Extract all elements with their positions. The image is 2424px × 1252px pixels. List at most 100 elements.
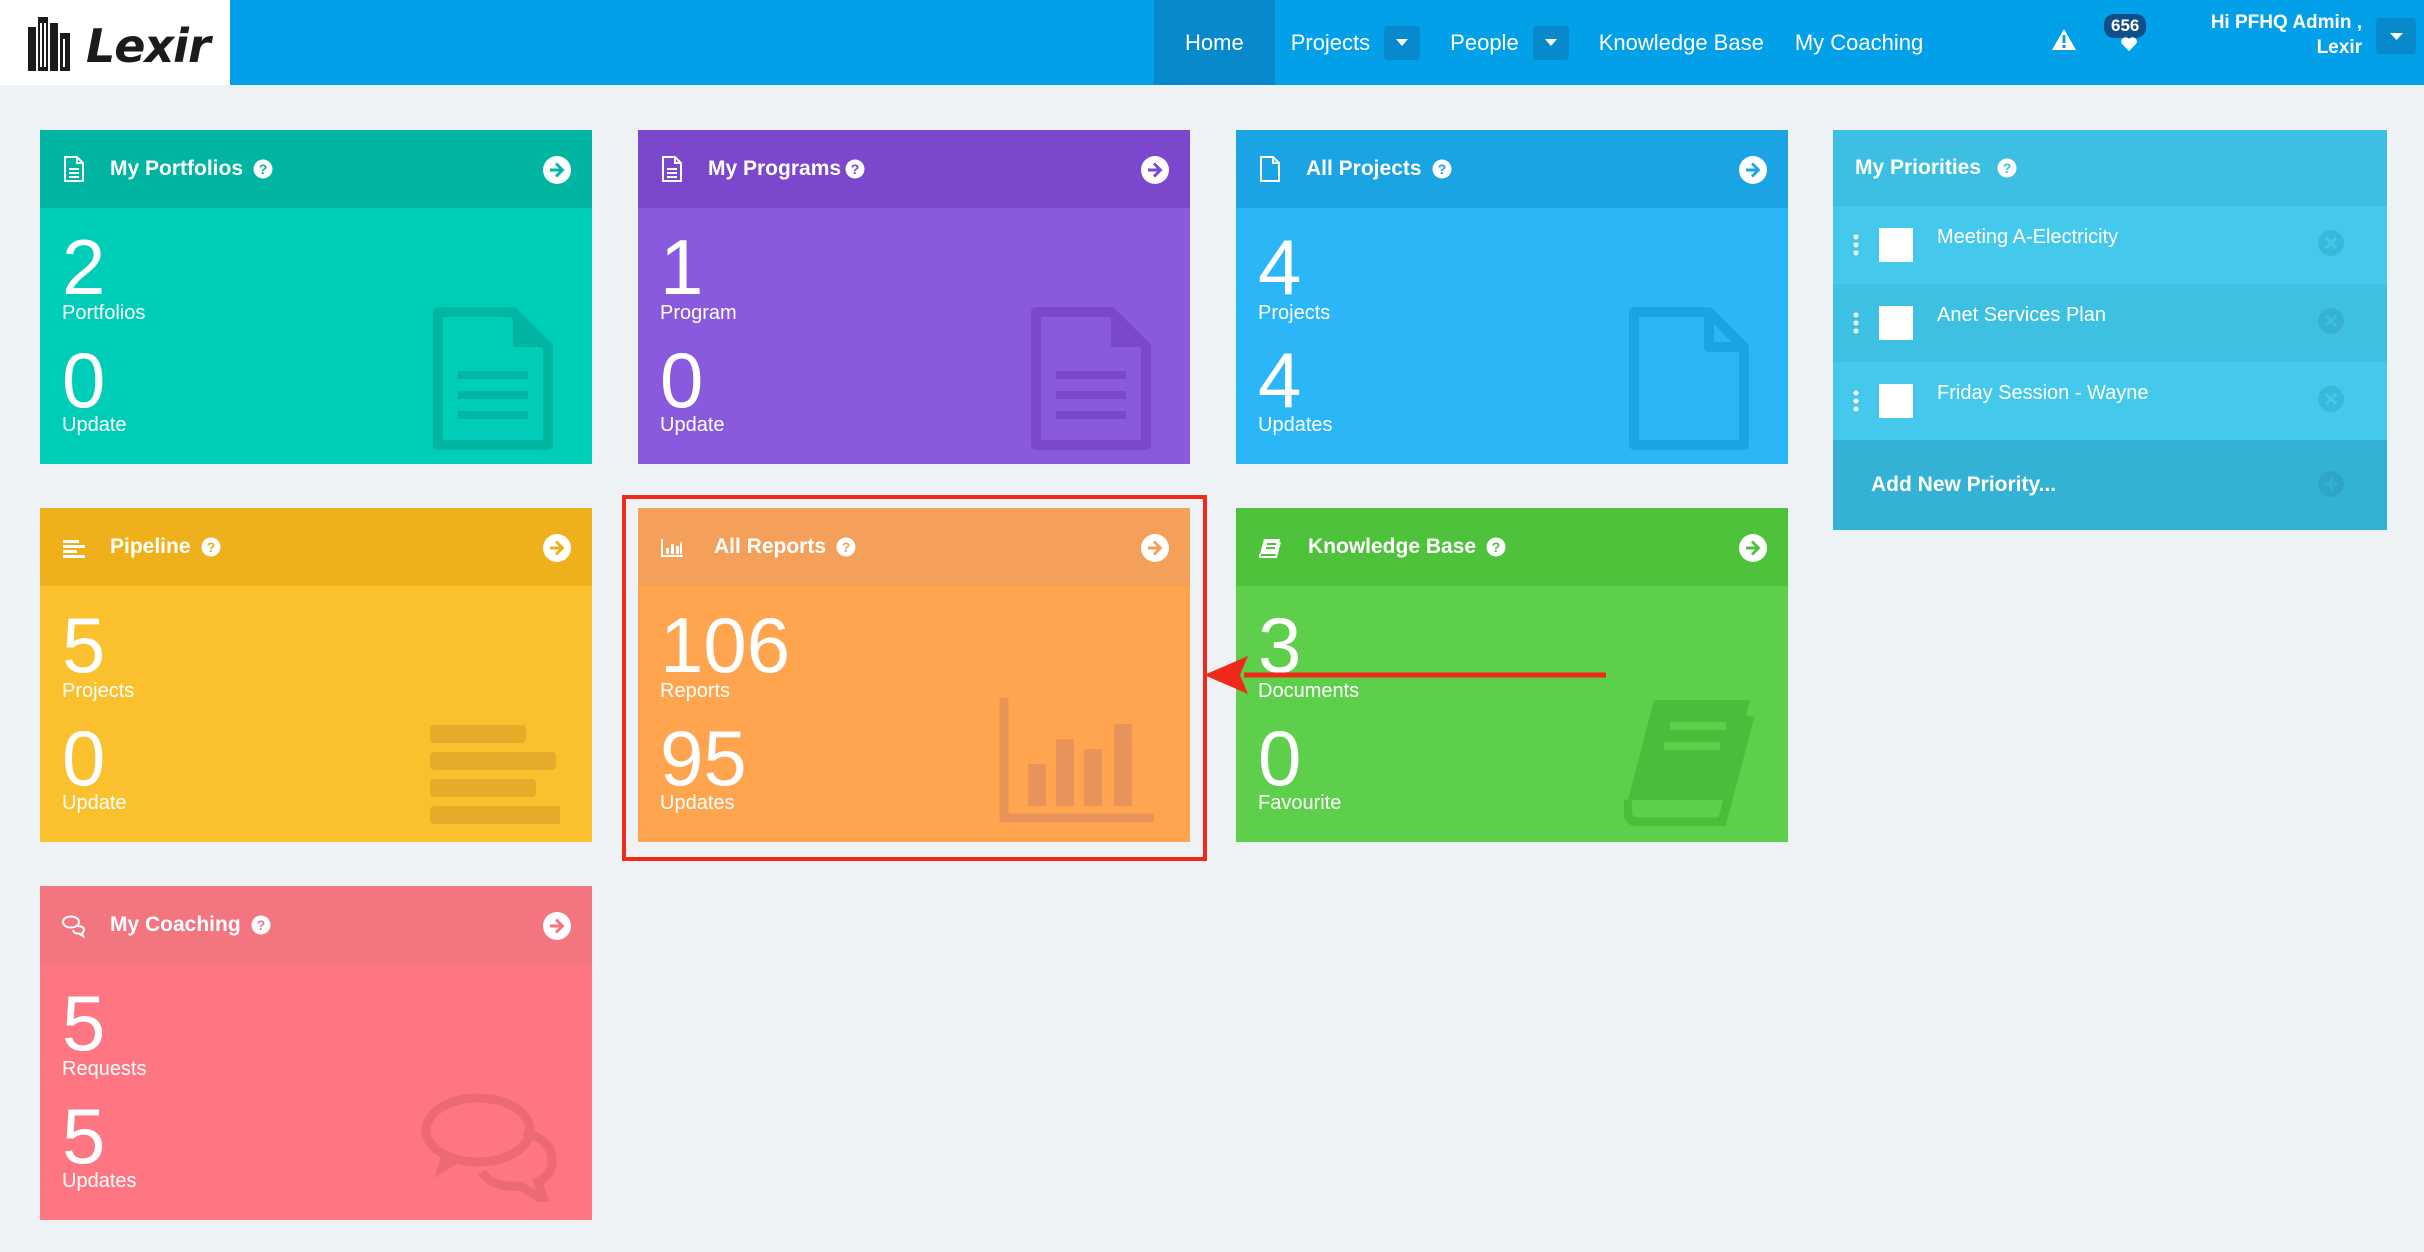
arrow-right-circle-icon[interactable] xyxy=(542,533,572,563)
close-circle-icon[interactable] xyxy=(2317,385,2345,413)
arrow-right-circle-icon[interactable] xyxy=(542,911,572,941)
arrow-right-circle-icon[interactable] xyxy=(1738,155,1768,185)
priorities-title: My Priorities xyxy=(1855,156,1982,179)
help-icon[interactable]: ? xyxy=(836,537,856,557)
update-label: Updates xyxy=(660,792,735,814)
program-count: 1 xyxy=(660,223,704,311)
priority-checkbox[interactable] xyxy=(1879,384,1913,418)
help-icon[interactable]: ? xyxy=(253,159,273,179)
arrow-right-circle-icon[interactable] xyxy=(542,155,572,185)
bar-chart-icon xyxy=(661,539,683,557)
caret-down-icon xyxy=(1544,39,1557,46)
tile-title: All Reports xyxy=(714,535,827,558)
priority-label: Meeting A-Electricity xyxy=(1937,226,2119,248)
tile-header: Pipeline ? xyxy=(40,508,592,586)
document-text-icon xyxy=(662,156,682,182)
priorities-header: My Priorities ? xyxy=(1833,130,2387,206)
notification-count-badge: 656 xyxy=(2104,14,2147,38)
tile-body: 5 Projects 0 Update xyxy=(40,586,592,842)
help-icon[interactable]: ? xyxy=(1997,158,2017,178)
priority-item: Friday Session - Wayne xyxy=(1833,362,2387,440)
logo-text: Lexir xyxy=(86,18,211,73)
coaching-tile: My Coaching ? 5 Requests 5 Updates xyxy=(40,886,592,1220)
notifications-button[interactable]: 656 xyxy=(2104,14,2152,54)
help-icon[interactable]: ? xyxy=(251,915,271,935)
close-circle-icon[interactable] xyxy=(2317,229,2345,257)
nav-home[interactable]: Home xyxy=(1154,0,1275,85)
user-menu-toggle[interactable] xyxy=(2376,18,2416,54)
warning-icon[interactable] xyxy=(2050,26,2078,52)
portfolio-count: 2 xyxy=(62,223,106,311)
plus-circle-icon[interactable] xyxy=(2317,470,2345,498)
project-label: Projects xyxy=(1258,302,1331,324)
priority-label: Friday Session - Wayne xyxy=(1937,382,2149,404)
document-count: 3 xyxy=(1258,601,1302,689)
drag-handle-icon[interactable] xyxy=(1853,312,1859,334)
nav-people[interactable]: People xyxy=(1450,29,1519,55)
knowledge-base-tile: Knowledge Base ? 3 Documents 0 Favourite xyxy=(1236,508,1788,842)
tile-header: My Coaching ? xyxy=(40,886,592,964)
document-watermark-icon xyxy=(1629,307,1749,450)
document-watermark-icon xyxy=(433,307,553,450)
arrow-right-circle-icon[interactable] xyxy=(1140,155,1170,185)
align-left-watermark-icon xyxy=(430,725,560,824)
update-label: Updates xyxy=(1258,414,1333,436)
priority-checkbox[interactable] xyxy=(1879,306,1913,340)
heart-icon xyxy=(2121,37,2137,51)
nav-projects[interactable]: Projects xyxy=(1290,29,1371,55)
report-count: 106 xyxy=(660,601,791,689)
help-icon[interactable]: ? xyxy=(201,537,221,557)
document-label: Documents xyxy=(1258,680,1360,702)
book-watermark-icon xyxy=(1624,700,1754,826)
tile-body: 4 Projects 4 Updates xyxy=(1236,208,1788,464)
favourite-count: 0 xyxy=(1258,714,1302,802)
nav-my-coaching[interactable]: My Coaching xyxy=(1794,29,1924,55)
update-label: Update xyxy=(62,792,127,814)
drag-handle-icon[interactable] xyxy=(1853,390,1859,412)
priority-item: Meeting A-Electricity xyxy=(1833,206,2387,284)
close-circle-icon[interactable] xyxy=(2317,307,2345,335)
arrow-right-circle-icon[interactable] xyxy=(1140,533,1170,563)
svg-text:?: ? xyxy=(2003,160,2012,176)
nav-knowledge-base[interactable]: Knowledge Base xyxy=(1598,29,1764,55)
tile-title: All Projects xyxy=(1306,157,1422,180)
request-count: 5 xyxy=(62,979,106,1067)
help-icon[interactable]: ? xyxy=(1486,537,1506,557)
book-icon xyxy=(1259,539,1281,558)
request-label: Requests xyxy=(62,1058,147,1080)
help-icon[interactable]: ? xyxy=(845,159,865,179)
favourite-label: Favourite xyxy=(1258,792,1342,814)
logo[interactable]: Lexir xyxy=(0,0,230,85)
svg-text:?: ? xyxy=(259,161,268,177)
drag-handle-icon[interactable] xyxy=(1853,234,1859,256)
all-projects-tile: All Projects ? 4 Projects 4 Updates xyxy=(1236,130,1788,464)
document-icon xyxy=(1260,156,1280,182)
tile-title: My Coaching xyxy=(110,913,241,936)
priority-checkbox[interactable] xyxy=(1879,228,1913,262)
people-dropdown-toggle[interactable] xyxy=(1532,25,1569,60)
chat-bubbles-icon xyxy=(62,915,86,938)
tile-title: Knowledge Base xyxy=(1308,535,1477,558)
report-label: Reports xyxy=(660,680,731,702)
update-count: 0 xyxy=(62,714,106,802)
tile-body: 2 Portfolios 0 Update xyxy=(40,208,592,464)
help-icon[interactable]: ? xyxy=(1432,159,1452,179)
tile-body: 5 Requests 5 Updates xyxy=(40,964,592,1220)
user-greeting[interactable]: Hi PFHQ Admin , Lexir xyxy=(2190,10,2362,60)
add-priority-row: Add New Priority... xyxy=(1833,440,2387,530)
projects-dropdown-toggle[interactable] xyxy=(1384,25,1421,60)
tile-body: 106 Reports 95 Updates xyxy=(638,586,1190,842)
building-logo-icon xyxy=(28,16,70,71)
arrow-right-circle-icon[interactable] xyxy=(1738,533,1768,563)
chat-bubbles-watermark-icon xyxy=(421,1093,557,1202)
caret-down-icon xyxy=(2389,32,2403,40)
svg-text:?: ? xyxy=(256,917,265,933)
tile-body: 1 Program 0 Update xyxy=(638,208,1190,464)
svg-text:?: ? xyxy=(842,539,851,555)
priorities-panel: My Priorities ? Meeting A-Electricity An… xyxy=(1833,130,2387,530)
add-priority-button[interactable]: Add New Priority... xyxy=(1871,473,2057,496)
update-label: Update xyxy=(660,414,725,436)
priority-item: Anet Services Plan xyxy=(1833,284,2387,362)
update-label: Update xyxy=(62,414,127,436)
portfolios-tile: My Portfolios ? 2 Portfolios 0 Update xyxy=(40,130,592,464)
